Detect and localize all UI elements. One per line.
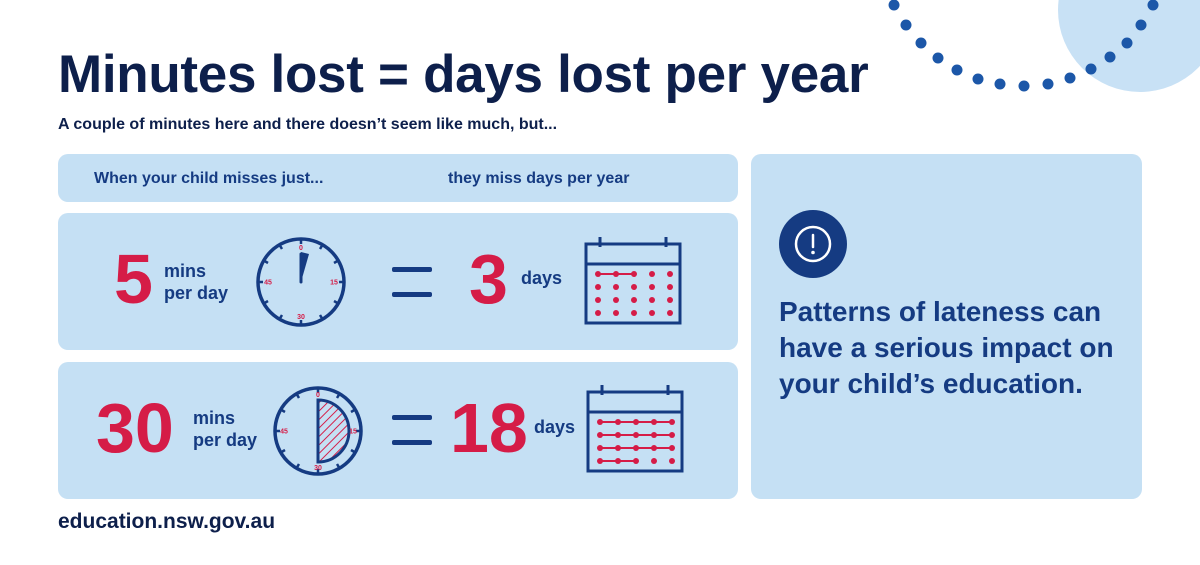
clock-30-minutes-icon: 0 15 30 45 xyxy=(273,386,363,476)
clock-tick-15: 15 xyxy=(330,280,338,287)
callout-panel: Patterns of lateness can have a serious … xyxy=(751,154,1142,499)
page-title: Minutes lost = days lost per year xyxy=(58,45,869,104)
table-header: When your child misses just... they miss… xyxy=(58,154,738,202)
clock-tick-15: 15 xyxy=(349,429,357,436)
days-value: 3 xyxy=(469,240,508,318)
minutes-value: 30 xyxy=(96,389,174,467)
days-unit: days xyxy=(534,417,576,437)
equals-sign xyxy=(392,415,432,445)
minutes-unit: mins per day xyxy=(164,260,228,304)
clock-tick-30: 30 xyxy=(314,465,322,472)
clock-tick-45: 45 xyxy=(264,280,272,287)
minutes-value: 5 xyxy=(114,240,153,318)
minutes-unit-line1: mins xyxy=(164,261,207,281)
clock-5-minutes-icon: 0 15 30 45 xyxy=(256,237,346,327)
footer-url[interactable]: education.nsw.gov.au xyxy=(58,510,276,533)
alert-circle-icon xyxy=(779,210,847,278)
calendar-3-days-icon xyxy=(584,237,682,325)
row-5-minutes: 5 mins per day 0 15 30 45 3 days xyxy=(58,213,738,350)
clock-tick-0: 0 xyxy=(316,392,320,399)
minutes-unit-line2: per day xyxy=(193,430,258,450)
clock-tick-0: 0 xyxy=(299,245,303,252)
days-value: 18 xyxy=(450,389,528,467)
decorative-dots xyxy=(888,0,1159,92)
days-unit: days xyxy=(521,268,563,288)
header-left-label: When your child misses just... xyxy=(94,170,324,187)
clock-tick-30: 30 xyxy=(297,314,305,321)
minutes-unit: mins per day xyxy=(193,407,257,451)
corner-decoration xyxy=(888,0,1200,92)
row-30-minutes: 30 mins per day 0 15 30 45 18 days xyxy=(58,362,738,499)
callout-text: Patterns of lateness can have a serious … xyxy=(779,296,1114,399)
calendar-18-days-icon xyxy=(586,385,684,473)
minutes-unit-line2: per day xyxy=(164,283,229,303)
equals-sign xyxy=(392,267,432,297)
page-subtitle: A couple of minutes here and there doesn… xyxy=(58,116,558,133)
clock-tick-45: 45 xyxy=(280,429,288,436)
minutes-unit-line1: mins xyxy=(193,408,236,428)
header-right-label: they miss days per year xyxy=(448,170,630,187)
